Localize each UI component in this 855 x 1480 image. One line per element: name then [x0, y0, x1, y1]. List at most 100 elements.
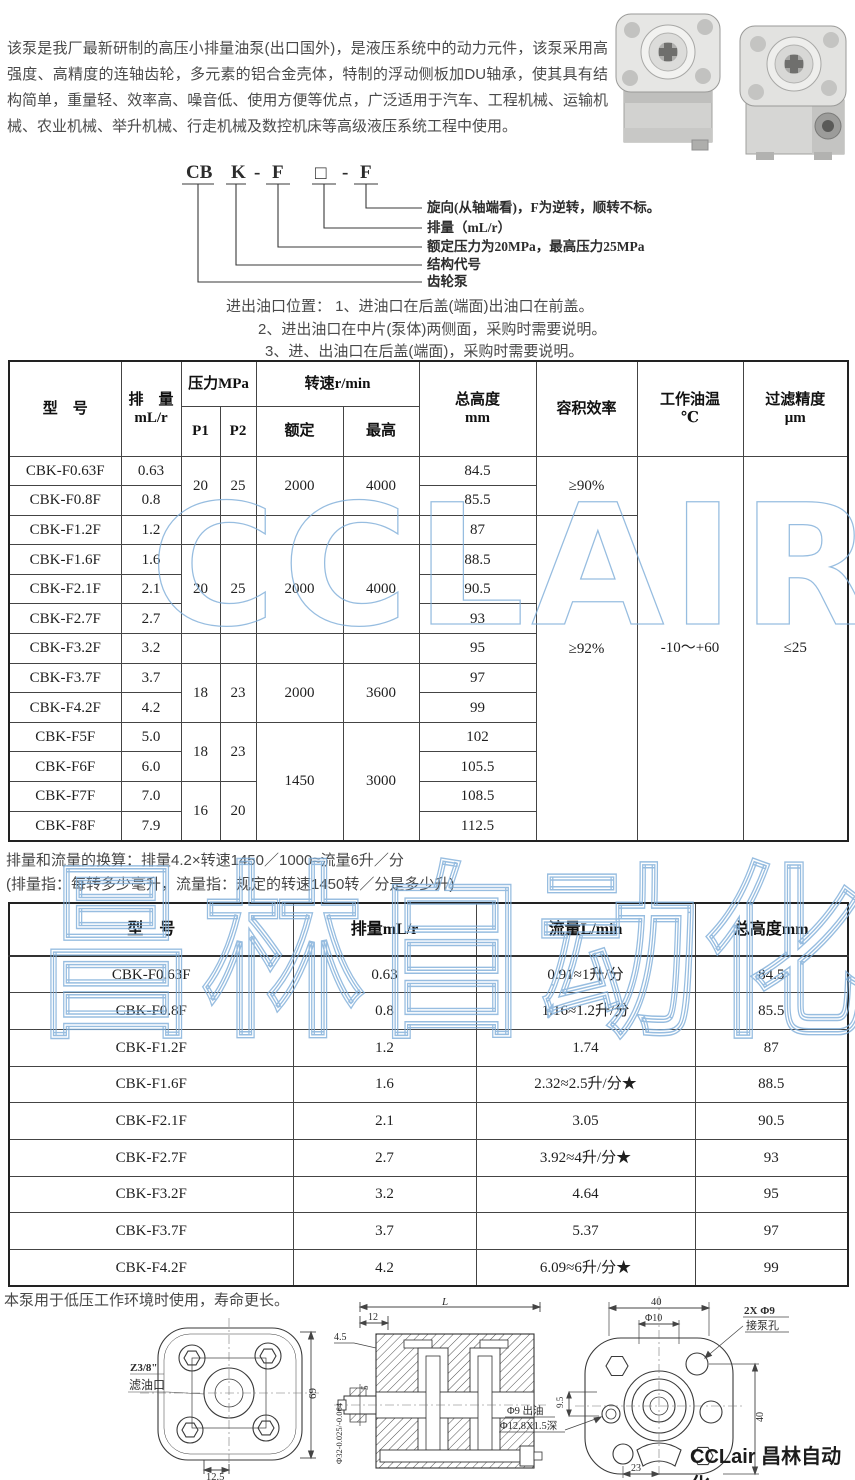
- spec-table: 型 号 排 量 mL/r 压力MPa 转速r/min 总高度 mm 容积效率 工…: [8, 360, 850, 842]
- label-rotation: 旋向(从轴端看)，F为逆转，顺转不标。: [426, 199, 660, 215]
- value-cell: 4000: [342, 544, 420, 635]
- header-pressure: 压力MPa: [180, 360, 257, 407]
- header-displacement: 排量mL/r: [292, 902, 477, 957]
- header-model: 型 号: [8, 902, 294, 957]
- value-cell: 5.37: [475, 1212, 696, 1250]
- value-cell: 95: [418, 633, 537, 664]
- value-cell: ≤25: [742, 455, 849, 842]
- value-cell: 93: [418, 603, 537, 635]
- outlet-label-2: Φ12.8X1.5深: [500, 1420, 557, 1432]
- label-displacement: 排量（mL/r）: [427, 219, 511, 235]
- model-cell: CBK-F4.2F: [8, 1249, 294, 1287]
- value-cell: 97: [418, 662, 537, 694]
- header-p2: P2: [219, 405, 257, 457]
- header-filtration-line1: 过滤精度: [765, 391, 826, 408]
- model-cell: CBK-F3.2F: [8, 1175, 294, 1214]
- empty-cell: [342, 514, 420, 546]
- value-cell: 4.64: [475, 1175, 696, 1214]
- value-cell: 1.6: [292, 1065, 477, 1104]
- pump-photo-right: [739, 25, 847, 160]
- code-prefix: CB: [186, 162, 213, 183]
- table-row: CBK-F1.6F 1.6 2.32≈2.5升/分★ 88.5: [8, 1065, 849, 1104]
- empty-cell: [255, 514, 344, 546]
- value-cell: 3000: [342, 721, 420, 842]
- value-cell: 20: [180, 455, 221, 516]
- table-row: CBK-F7F 7.0 16 20 108.5: [8, 781, 848, 842]
- header-filtration-line2: μm: [784, 409, 806, 426]
- value-cell: 2.1: [292, 1102, 477, 1140]
- label-pressure: 额定压力为20MPa，最高压力25MPa: [427, 238, 645, 254]
- value-cell: 3.7: [120, 662, 182, 694]
- conversion-line-1: 排量和流量的换算：排量4.2×转速1450／1000≈流量6升／分: [6, 852, 404, 869]
- value-cell: 1450: [255, 721, 344, 842]
- empty-cell: [342, 633, 420, 664]
- label-pump-type: 齿轮泵: [427, 273, 468, 289]
- header-height-line2: mm: [465, 409, 491, 426]
- model-cell: CBK-F0.8F: [8, 992, 294, 1030]
- value-cell: 102: [418, 721, 537, 753]
- header-height-line1: 总高度: [455, 391, 501, 408]
- value-cell: 87: [418, 514, 537, 546]
- model-cell: CBK-F0.8F: [8, 485, 122, 516]
- port-note-2: 2、进出油口在中片(泵体)两侧面，采购时需要说明。: [258, 321, 607, 338]
- empty-cell: [219, 633, 257, 664]
- value-cell: 1.2: [120, 514, 182, 546]
- value-cell: 88.5: [418, 544, 537, 575]
- dim-phi10: Φ10: [645, 1313, 662, 1324]
- value-cell: 20: [180, 544, 221, 635]
- header-model: 型 号: [8, 360, 122, 457]
- header-height: 总高度mm: [694, 902, 849, 957]
- model-code-symbols: CB K - F □ - F: [186, 162, 372, 184]
- rear-view-dims: [499, 1302, 789, 1478]
- value-cell: 18: [180, 721, 221, 783]
- table-row: CBK-F4.2F 4.2 6.09≈6升/分★ 99: [8, 1249, 849, 1287]
- code-f1: F: [272, 162, 284, 183]
- model-cell: CBK-F2.7F: [8, 603, 122, 635]
- mounting-holes-label-2: 接泵孔: [746, 1319, 779, 1332]
- product-photos: [615, 13, 847, 160]
- table-row: CBK-F4.2F 4.2 99: [8, 692, 848, 723]
- model-cell: CBK-F3.7F: [8, 1212, 294, 1250]
- code-dash2: -: [342, 162, 348, 183]
- value-cell: 0.8: [120, 485, 182, 516]
- model-cell: CBK-F1.2F: [8, 514, 122, 546]
- dim-23: 23: [631, 1463, 641, 1474]
- dim-L: L: [441, 1296, 448, 1308]
- value-cell: 3.7: [292, 1212, 477, 1250]
- value-cell: 2.7: [120, 603, 182, 635]
- header-max: 最高: [342, 405, 420, 457]
- dim-12-5: 12.5: [206, 1472, 224, 1480]
- bottom-note: 本泵用于低压工作环境时使用，寿命更长。: [4, 1292, 290, 1309]
- model-code-diagram: CB K - F □ - F 旋向(从轴端看)，F为逆转，顺转不标。 排量（mL…: [182, 162, 660, 289]
- flow-table: 型 号 排量mL/r 流量L/min 总高度mm CBK-F0.63F 0.63…: [8, 902, 849, 1288]
- value-cell: 90.5: [694, 1102, 849, 1140]
- port-note-3: 3、进、出油口在后盖(端面)，采购时需要说明。: [265, 343, 584, 360]
- value-cell: 7.0: [120, 781, 182, 812]
- model-cell: CBK-F1.6F: [8, 1065, 294, 1104]
- header-rated: 额定: [255, 405, 344, 457]
- header-filtration: 过滤精度 μm: [742, 360, 849, 457]
- table-row: CBK-F2.7F 2.7 3.92≈4升/分★ 93: [8, 1138, 849, 1177]
- model-cell: CBK-F1.6F: [8, 544, 122, 575]
- model-cell: CBK-F5F: [8, 721, 122, 753]
- dim-4-5: 4.5: [334, 1332, 347, 1343]
- model-cell: CBK-F3.2F: [8, 633, 122, 664]
- value-cell: 2.32≈2.5升/分★: [475, 1065, 696, 1104]
- value-cell: 6.0: [120, 751, 182, 783]
- value-cell: 4000: [342, 455, 420, 516]
- dim-69: 69: [307, 1388, 319, 1400]
- dim-40-top: 40: [651, 1297, 662, 1308]
- empty-cell: [219, 514, 257, 546]
- value-cell: 3.92≈4升/分★: [475, 1138, 696, 1177]
- header-displacement: 排 量 mL/r: [120, 360, 182, 457]
- table-row: CBK-F1.2F 1.2 1.74 87: [8, 1028, 849, 1067]
- model-cell: CBK-F0.63F: [8, 455, 122, 487]
- value-cell: 0.91≈1升/分: [475, 955, 696, 994]
- header-oil-temp-line1: 工作油温: [660, 391, 721, 408]
- value-cell: 23: [219, 721, 257, 783]
- table-row: CBK-F0.63F 0.63 20 25 2000 4000 84.5 ≥90…: [8, 455, 849, 842]
- table-row: CBK-F6F 6.0 105.5: [8, 751, 848, 783]
- header-efficiency: 容积效率: [535, 360, 638, 457]
- value-cell: 1.6: [120, 544, 182, 575]
- table-row: CBK-F3.2F 3.2 4.64 95: [8, 1175, 849, 1214]
